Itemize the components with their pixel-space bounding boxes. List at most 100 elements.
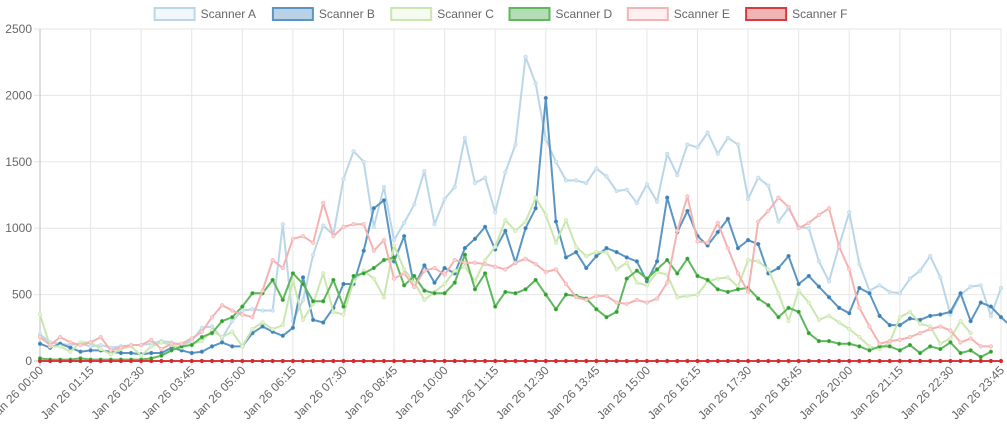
data-point-scanner-d	[493, 304, 498, 309]
data-point-scanner-d	[159, 353, 164, 358]
data-point-scanner-f	[705, 358, 710, 364]
data-point-scanner-e	[209, 315, 215, 320]
data-point-scanner-f	[472, 358, 478, 364]
data-point-scanner-e	[816, 212, 822, 218]
data-point-scanner-a	[897, 291, 902, 296]
data-point-scanner-b	[796, 281, 801, 287]
data-point-scanner-c	[402, 267, 407, 272]
data-point-scanner-c	[715, 276, 720, 281]
legend-item-scanner-b[interactable]: Scanner B	[271, 7, 375, 21]
data-point-scanner-f	[614, 358, 619, 364]
data-point-scanner-f	[543, 358, 548, 364]
data-point-scanner-e	[290, 236, 295, 241]
data-point-scanner-b	[290, 325, 295, 330]
data-point-scanner-e	[381, 238, 387, 243]
data-point-scanner-c	[776, 291, 781, 296]
data-point-scanner-f	[776, 358, 781, 364]
data-point-scanner-c	[917, 321, 923, 326]
data-point-scanner-f	[928, 358, 933, 364]
legend-item-scanner-d[interactable]: Scanner D	[508, 7, 613, 21]
data-point-scanner-e	[98, 335, 103, 340]
data-point-scanner-d	[402, 283, 407, 288]
data-point-scanner-d	[351, 273, 356, 279]
data-point-scanner-d	[654, 267, 660, 272]
data-point-scanner-c	[614, 267, 619, 272]
data-point-scanner-c	[766, 267, 771, 272]
data-point-scanner-e	[796, 226, 801, 231]
data-point-scanner-f	[88, 358, 93, 364]
data-point-scanner-a	[341, 176, 346, 182]
series-line-scanner-a	[39, 55, 1002, 349]
data-point-scanner-b	[503, 228, 508, 233]
data-point-scanner-c	[513, 228, 518, 233]
data-point-scanner-e	[179, 341, 184, 346]
data-point-scanner-f	[887, 358, 892, 364]
data-point-scanner-c	[149, 344, 154, 349]
data-point-scanner-a	[361, 159, 366, 164]
data-point-scanner-e	[988, 344, 993, 349]
data-point-scanner-c	[584, 253, 589, 259]
data-point-scanner-f	[341, 358, 346, 364]
data-point-scanner-a	[705, 130, 710, 135]
data-point-scanner-b	[553, 219, 559, 224]
data-point-scanner-b	[847, 311, 852, 316]
data-point-scanner-e	[857, 305, 862, 310]
data-point-scanner-a	[533, 81, 538, 86]
y-tick-label: 500	[12, 288, 32, 302]
legend-swatch	[626, 7, 669, 21]
data-point-scanner-a	[351, 149, 356, 154]
legend-item-scanner-e[interactable]: Scanner E	[626, 7, 730, 21]
data-point-scanner-f	[189, 358, 194, 364]
data-point-scanner-f	[179, 358, 184, 364]
series-lines	[37, 54, 1007, 364]
data-point-scanner-c	[543, 212, 548, 218]
data-point-scanner-a	[735, 142, 741, 147]
data-point-scanner-d	[341, 304, 346, 309]
data-point-scanner-d	[563, 292, 569, 297]
data-point-scanner-b	[472, 236, 478, 241]
data-point-scanner-f	[503, 358, 508, 364]
data-point-scanner-f	[219, 358, 225, 364]
data-point-scanner-f	[644, 358, 650, 364]
data-point-scanner-c	[725, 275, 730, 280]
data-point-scanner-a	[826, 279, 832, 284]
data-point-scanner-f	[756, 358, 761, 364]
data-point-scanner-f	[230, 358, 235, 364]
data-point-scanner-d	[381, 257, 387, 263]
data-point-scanner-c	[675, 295, 680, 300]
data-point-scanner-d	[695, 273, 700, 279]
data-point-scanner-e	[472, 260, 478, 265]
data-point-scanner-c	[523, 219, 528, 224]
data-point-scanner-f	[533, 358, 538, 364]
data-point-scanner-f	[867, 358, 872, 364]
data-point-scanner-f	[250, 358, 255, 364]
data-point-scanner-a	[887, 289, 892, 295]
data-point-scanner-c	[98, 346, 103, 352]
data-point-scanner-e	[402, 271, 407, 276]
data-point-scanner-f	[482, 358, 488, 364]
data-point-scanner-a	[665, 151, 670, 156]
data-point-scanner-e	[735, 271, 741, 276]
data-point-scanner-c	[685, 293, 690, 299]
data-point-scanner-c	[907, 309, 913, 314]
data-point-scanner-a	[563, 178, 569, 183]
data-point-scanner-e	[432, 265, 437, 271]
legend-item-scanner-f[interactable]: Scanner F	[745, 7, 847, 21]
data-point-scanner-e	[412, 284, 417, 289]
data-point-scanner-f	[149, 358, 154, 364]
data-point-scanner-d	[705, 277, 710, 283]
data-point-scanner-a	[766, 183, 771, 188]
data-point-scanner-c	[746, 257, 751, 263]
data-point-scanner-d	[361, 271, 366, 276]
legend-swatch	[390, 7, 433, 21]
legend-item-scanner-a[interactable]: Scanner A	[153, 7, 256, 21]
data-point-scanner-f	[321, 358, 326, 364]
data-point-scanner-a	[917, 268, 923, 273]
data-point-scanner-d	[209, 331, 215, 336]
data-point-scanner-e	[219, 303, 225, 308]
legend-item-scanner-c[interactable]: Scanner C	[390, 7, 494, 21]
data-point-scanner-f	[665, 358, 670, 364]
data-point-scanner-f	[998, 358, 1004, 364]
data-point-scanner-e	[311, 240, 316, 245]
